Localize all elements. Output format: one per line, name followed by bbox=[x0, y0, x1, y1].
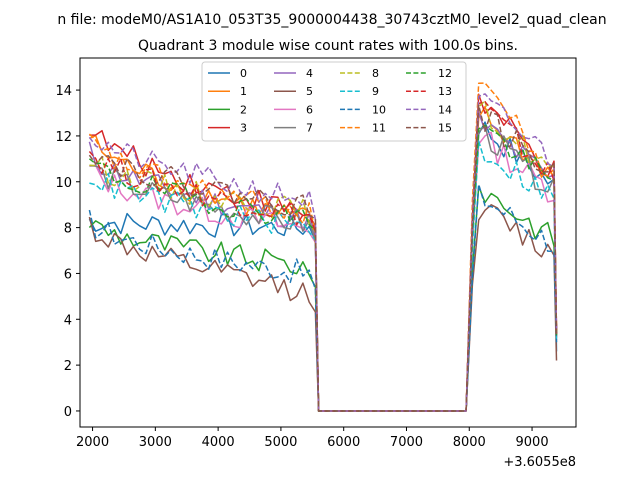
x-tick-label: 2000 bbox=[76, 435, 109, 450]
y-tick-label: 14 bbox=[55, 84, 72, 99]
x-tick-label: 6000 bbox=[327, 435, 360, 450]
legend-label-0: 0 bbox=[240, 67, 247, 80]
y-axis: 0 2 4 6 8 10 12 14 bbox=[55, 84, 80, 420]
x-tick-label: 3000 bbox=[139, 435, 172, 450]
legend-label-13: 13 bbox=[438, 85, 452, 98]
y-tick-label: 10 bbox=[55, 176, 72, 191]
legend-label-6: 6 bbox=[306, 103, 313, 116]
legend-label-14: 14 bbox=[438, 103, 452, 116]
x-offset-label: +3.6055e8 bbox=[503, 455, 576, 470]
x-axis: 2000 3000 4000 5000 6000 7000 8000 9000 bbox=[76, 427, 549, 450]
series-line-2 bbox=[88, 185, 558, 412]
series-line-5 bbox=[88, 204, 558, 412]
legend-label-11: 11 bbox=[372, 122, 386, 135]
series-line-7 bbox=[89, 124, 558, 412]
plot-area bbox=[88, 82, 558, 412]
series-line-13 bbox=[88, 101, 558, 412]
legend-label-7: 7 bbox=[306, 122, 313, 135]
y-tick-label: 6 bbox=[64, 267, 72, 282]
legend-box bbox=[201, 61, 467, 142]
axes-frame bbox=[79, 57, 577, 428]
y-tick-label: 8 bbox=[64, 222, 72, 237]
legend-label-3: 3 bbox=[240, 122, 247, 135]
legend-label-15: 15 bbox=[438, 122, 452, 135]
legend-label-10: 10 bbox=[372, 103, 386, 116]
x-tick-label: 9000 bbox=[516, 435, 549, 450]
series-line-0 bbox=[88, 121, 558, 412]
y-tick-label: 2 bbox=[64, 359, 72, 374]
legend-label-1: 1 bbox=[240, 85, 247, 98]
legend-label-4: 4 bbox=[306, 67, 313, 80]
series-line-12 bbox=[88, 124, 558, 412]
chart-title: Quadrant 3 module wise count rates with … bbox=[138, 38, 518, 54]
y-tick-label: 4 bbox=[64, 313, 72, 328]
figure-suptitle: n file: modeM0/AS1A10_053T35_9000004438_… bbox=[57, 12, 606, 28]
series-line-14 bbox=[88, 93, 558, 412]
legend-label-5: 5 bbox=[306, 85, 313, 98]
x-tick-label: 5000 bbox=[264, 435, 297, 450]
x-tick-label: 7000 bbox=[390, 435, 423, 450]
legend-label-2: 2 bbox=[240, 103, 247, 116]
y-tick-label: 0 bbox=[64, 405, 72, 420]
legend-label-12: 12 bbox=[438, 67, 452, 80]
series-line-6 bbox=[89, 131, 558, 412]
x-tick-label: 8000 bbox=[453, 435, 486, 450]
y-tick-label: 12 bbox=[55, 130, 72, 145]
series-line-10 bbox=[88, 183, 558, 412]
legend-label-8: 8 bbox=[372, 67, 379, 80]
legend-label-9: 9 bbox=[372, 85, 379, 98]
x-tick-label: 4000 bbox=[202, 435, 235, 450]
series-line-15 bbox=[88, 104, 558, 412]
